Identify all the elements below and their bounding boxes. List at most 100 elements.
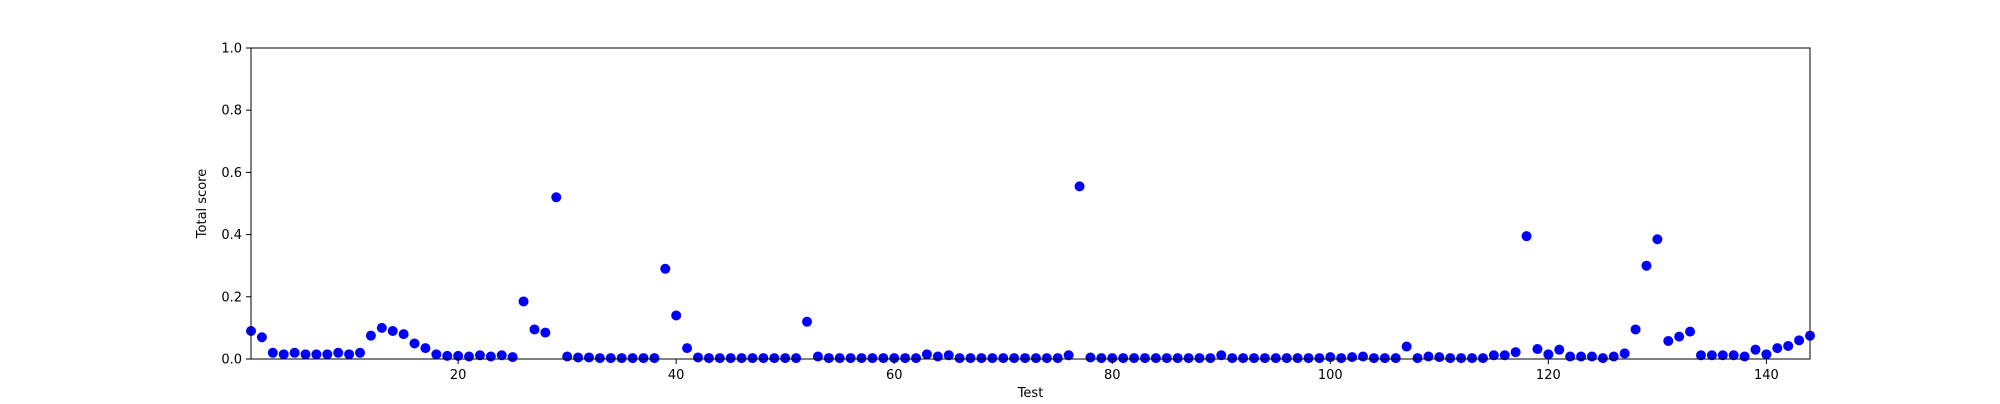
data-point <box>1554 344 1565 355</box>
data-point <box>1020 353 1031 364</box>
data-point <box>1139 353 1150 364</box>
data-point <box>409 338 420 349</box>
x-axis-label: Test <box>1017 386 1044 400</box>
data-point <box>1761 349 1772 360</box>
data-point <box>834 353 845 364</box>
y-axis-label: Total score <box>195 169 210 239</box>
data-point <box>529 324 540 335</box>
data-point <box>431 349 442 360</box>
data-point <box>1423 351 1434 362</box>
data-point <box>485 351 496 362</box>
data-point <box>474 350 485 361</box>
data-point <box>1772 343 1783 354</box>
data-point <box>1336 353 1347 364</box>
plot-area-frame <box>250 47 1811 360</box>
data-point <box>376 322 387 333</box>
data-point <box>344 349 355 360</box>
data-point <box>900 353 911 364</box>
data-point <box>1368 353 1379 364</box>
data-point <box>507 352 518 363</box>
data-point <box>1074 181 1085 192</box>
data-point <box>289 347 300 358</box>
data-point <box>1041 353 1052 364</box>
data-point <box>791 353 802 364</box>
data-point <box>1172 353 1183 364</box>
data-point <box>1248 353 1259 364</box>
data-point <box>355 347 366 358</box>
data-point <box>322 349 333 360</box>
data-point <box>812 351 823 362</box>
data-point <box>1695 350 1706 361</box>
x-tick-label: 140 <box>1754 368 1779 383</box>
data-point <box>1499 350 1510 361</box>
data-point <box>1303 353 1314 364</box>
data-point <box>1238 353 1249 364</box>
data-point <box>1118 353 1129 364</box>
data-point <box>714 353 725 364</box>
data-point <box>1576 351 1587 362</box>
data-point <box>518 296 529 307</box>
y-tick-label: 1.0 <box>221 42 242 57</box>
data-point <box>1510 347 1521 358</box>
data-point <box>1292 353 1303 364</box>
data-point <box>845 353 856 364</box>
data-point <box>1085 352 1096 363</box>
data-point <box>398 329 409 340</box>
data-point <box>987 353 998 364</box>
data-point <box>583 352 594 363</box>
data-point <box>998 353 1009 364</box>
y-axis: 0.0 0.2 0.4 0.6 0.8 1.0 <box>221 42 251 368</box>
data-point <box>1477 353 1488 364</box>
data-point <box>921 349 932 360</box>
data-point <box>671 310 682 321</box>
data-point <box>278 349 289 360</box>
data-point <box>1739 351 1750 362</box>
x-tick-label: 100 <box>1318 368 1343 383</box>
data-point <box>442 350 453 361</box>
data-point <box>1674 331 1685 342</box>
data-point <box>1030 353 1041 364</box>
data-point <box>605 353 616 364</box>
data-point <box>453 350 464 361</box>
data-point <box>856 353 867 364</box>
data-point <box>256 332 267 343</box>
data-point <box>1750 344 1761 355</box>
data-points <box>246 181 1815 364</box>
data-point <box>267 347 278 358</box>
data-point <box>1161 353 1172 364</box>
data-point <box>1445 353 1456 364</box>
data-point <box>889 353 900 364</box>
data-point <box>1270 353 1281 364</box>
y-tick-label: 0.8 <box>221 104 242 119</box>
data-point <box>1630 324 1641 335</box>
data-point <box>1183 353 1194 364</box>
data-point <box>1652 234 1663 245</box>
data-point <box>1597 353 1608 364</box>
data-point <box>1379 353 1390 364</box>
data-point <box>1532 344 1543 355</box>
data-point <box>943 350 954 361</box>
data-point <box>682 343 693 354</box>
x-tick-label: 40 <box>668 368 685 383</box>
data-point <box>1194 353 1205 364</box>
x-tick-label: 20 <box>450 368 467 383</box>
data-point <box>551 192 562 203</box>
data-point <box>562 351 573 362</box>
data-point <box>1488 350 1499 361</box>
data-point <box>1259 353 1270 364</box>
data-point <box>703 353 714 364</box>
data-point <box>496 350 507 361</box>
data-point <box>420 343 431 354</box>
data-point <box>802 316 813 327</box>
data-point <box>911 353 922 364</box>
data-point <box>540 327 551 338</box>
data-point <box>758 353 769 364</box>
data-point <box>387 326 398 337</box>
data-point <box>1456 353 1467 364</box>
data-point <box>932 351 943 362</box>
data-point <box>692 352 703 363</box>
data-point <box>1281 353 1292 364</box>
x-tick-label: 60 <box>886 368 903 383</box>
data-point <box>1685 326 1696 337</box>
data-point <box>1641 260 1652 271</box>
